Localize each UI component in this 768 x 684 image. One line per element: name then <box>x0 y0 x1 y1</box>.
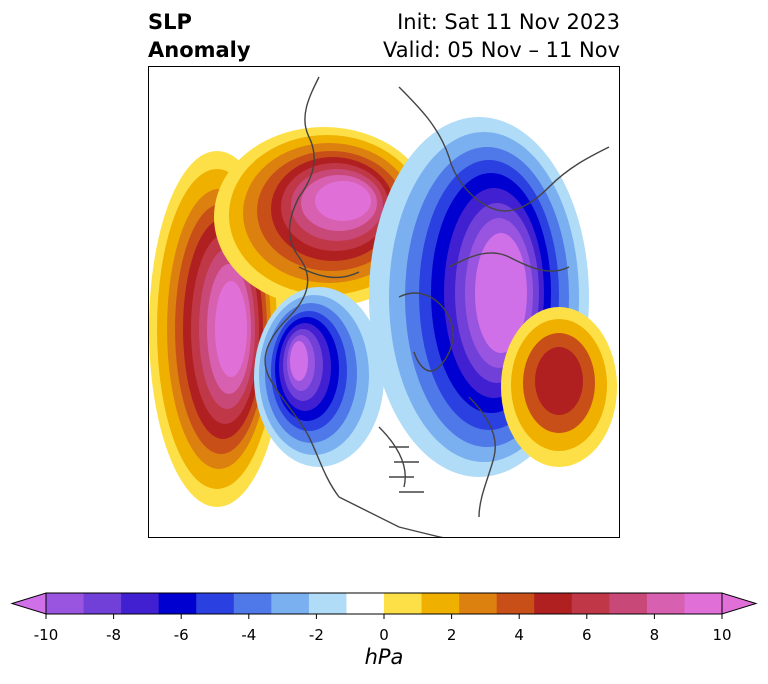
colorbar-tick-label: 2 <box>446 626 457 644</box>
slp-anomaly-map <box>148 66 620 538</box>
colorbar-tick-label: -8 <box>106 626 122 644</box>
colorbar-segment <box>421 593 460 614</box>
colorbar-tick-label: -4 <box>241 626 257 644</box>
map-canvas <box>149 67 619 537</box>
colorbar-segment <box>196 593 235 614</box>
colorbar-tick-label: 0 <box>379 626 389 644</box>
colorbar-upper-extend <box>721 592 758 615</box>
colorbar-ticks <box>45 614 723 619</box>
colorbar-units: hPa <box>364 645 404 669</box>
colorbar-segment <box>121 593 160 614</box>
init-date: Init: Sat 11 Nov 2023 <box>397 10 620 34</box>
colorbar-tick-label: 6 <box>582 626 592 644</box>
title-line-1: SLP <box>148 10 192 34</box>
colorbar-segment <box>496 593 535 614</box>
colorbar-segment <box>308 593 347 614</box>
colorbar <box>10 592 758 619</box>
colorbar-segments <box>46 593 723 614</box>
colorbar-tick-label: 10 <box>712 626 732 644</box>
coastlines <box>264 76 610 537</box>
colorbar-segment <box>459 593 498 614</box>
title-line-2: Anomaly <box>148 38 251 62</box>
colorbar-segment <box>233 593 272 614</box>
colorbar-segment <box>571 593 610 614</box>
colorbar-segment <box>646 593 685 614</box>
colorbar-segment <box>684 593 723 614</box>
map-title: SLP Anomaly <box>148 8 251 64</box>
colorbar-segment <box>609 593 648 614</box>
north-pacific-high <box>149 151 285 507</box>
colorbar-tick-label: 4 <box>514 626 524 644</box>
north-america-low <box>254 287 384 467</box>
colorbar-segment <box>271 593 310 614</box>
colorbar-tick-label: 8 <box>649 626 660 644</box>
colorbar-segment <box>158 593 197 614</box>
date-info: Init: Sat 11 Nov 2023 Valid: 05 Nov – 11… <box>383 8 620 64</box>
colorbar-tick-label: -6 <box>173 626 189 644</box>
colorbar-segment <box>384 593 423 614</box>
colorbar-segment <box>346 593 385 614</box>
colorbar-tick-label: -10 <box>33 626 59 644</box>
colorbar-tick-label: -2 <box>308 626 324 644</box>
colorbar-lower-extend <box>10 592 47 615</box>
colorbar-segment <box>83 593 122 614</box>
colorbar-segment <box>534 593 573 614</box>
valid-range: Valid: 05 Nov – 11 Nov <box>383 38 620 62</box>
colorbar-segment <box>46 593 85 614</box>
atlantic-high <box>501 307 617 467</box>
